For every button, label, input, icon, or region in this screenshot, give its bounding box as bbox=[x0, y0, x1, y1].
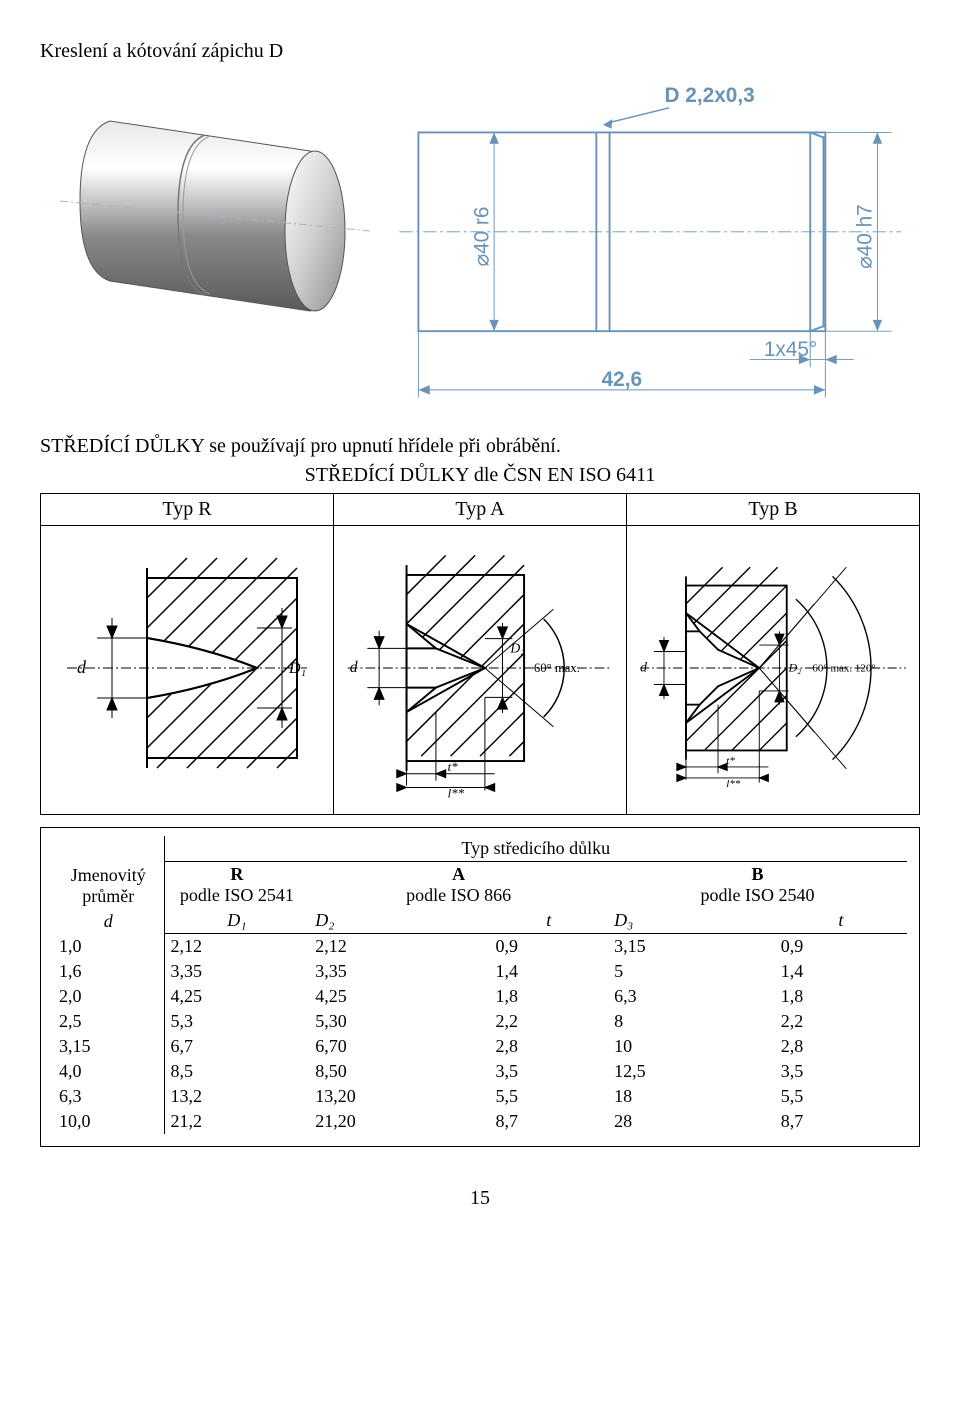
section-text: STŘEDÍCÍ DŮLKY se používají pro upnutí h… bbox=[40, 435, 920, 458]
dim-length: 42,6 bbox=[602, 368, 643, 391]
render-3d bbox=[40, 81, 370, 321]
table-row: 6,313,213,205,5185,5 bbox=[53, 1084, 907, 1109]
type-a-diagram: d D₂ 60° max. bbox=[334, 526, 627, 815]
type-b-d: d bbox=[640, 659, 647, 674]
dim-right-dia: ⌀40 h7 bbox=[854, 204, 877, 269]
col-d-label: Jmenovitý průměr bbox=[59, 865, 158, 907]
table-row: 1,02,122,120,93,150,9 bbox=[53, 934, 907, 960]
callout-label: D 2,2x0,3 bbox=[664, 84, 754, 107]
grp-r-sub: podle ISO 2541 bbox=[180, 885, 294, 905]
top-figures-row: D 2,2x0,3 ⌀40 r6 bbox=[40, 81, 920, 411]
grp-b-name: B bbox=[752, 864, 764, 884]
type-b-D: D₂ bbox=[788, 660, 802, 674]
type-b-header: Typ B bbox=[627, 494, 920, 526]
table-row: 4,08,58,503,512,53,5 bbox=[53, 1059, 907, 1084]
drawing-2d: D 2,2x0,3 ⌀40 r6 bbox=[390, 81, 920, 411]
grp-b-sub: podle ISO 2540 bbox=[701, 885, 815, 905]
type-a-D: D₂ bbox=[509, 640, 525, 655]
col-d-sym: d bbox=[59, 911, 158, 932]
grp-r-name: R bbox=[230, 864, 243, 884]
grp-a-sub: podle ISO 866 bbox=[406, 885, 511, 905]
svg-text:t*: t* bbox=[448, 759, 459, 773]
type-a-header: Typ A bbox=[334, 494, 627, 526]
type-a-angle: 60° max. bbox=[534, 660, 580, 674]
type-b-diagram: d D₂ 60° max. 120° bbox=[627, 526, 920, 815]
dimension-data-table: Jmenovitý průměr d Typ středicího důlku … bbox=[40, 827, 920, 1147]
col-D1: D₁ bbox=[164, 908, 309, 934]
page-title: Kreslení a kótování zápichu D bbox=[40, 40, 920, 63]
type-r-diagram: d D₁ bbox=[41, 526, 334, 815]
dim-left-dia: ⌀40 r6 bbox=[470, 207, 493, 267]
table-caption: STŘEDÍCÍ DŮLKY dle ČSN EN ISO 6411 bbox=[40, 464, 920, 487]
svg-text:l**: l** bbox=[448, 786, 465, 798]
super-header: Typ středicího důlku bbox=[164, 836, 907, 862]
type-a-d: d bbox=[350, 658, 358, 675]
svg-text:l**: l** bbox=[726, 778, 741, 790]
table-row: 3,156,76,702,8102,8 bbox=[53, 1034, 907, 1059]
svg-text:t*: t* bbox=[726, 755, 735, 767]
type-r-header: Typ R bbox=[41, 494, 334, 526]
grp-a-name: A bbox=[452, 864, 465, 884]
col-D2: D₂ bbox=[309, 908, 489, 934]
page-number: 15 bbox=[40, 1187, 920, 1210]
type-table: Typ R Typ A Typ B bbox=[40, 493, 920, 815]
col-t-b: t bbox=[775, 908, 907, 934]
table-row: 1,63,353,351,451,4 bbox=[53, 959, 907, 984]
dim-chamfer: 1x45° bbox=[764, 338, 817, 361]
type-r-d: d bbox=[77, 657, 87, 677]
table-row: 2,55,35,302,282,2 bbox=[53, 1009, 907, 1034]
col-D3: D₃ bbox=[608, 908, 775, 934]
type-b-angle: 60° max. 120° bbox=[812, 662, 875, 674]
col-t-a: t bbox=[490, 908, 609, 934]
type-r-D: D₁ bbox=[288, 660, 306, 677]
table-row: 2,04,254,251,86,31,8 bbox=[53, 984, 907, 1009]
table-row: 10,021,221,208,7288,7 bbox=[53, 1109, 907, 1134]
